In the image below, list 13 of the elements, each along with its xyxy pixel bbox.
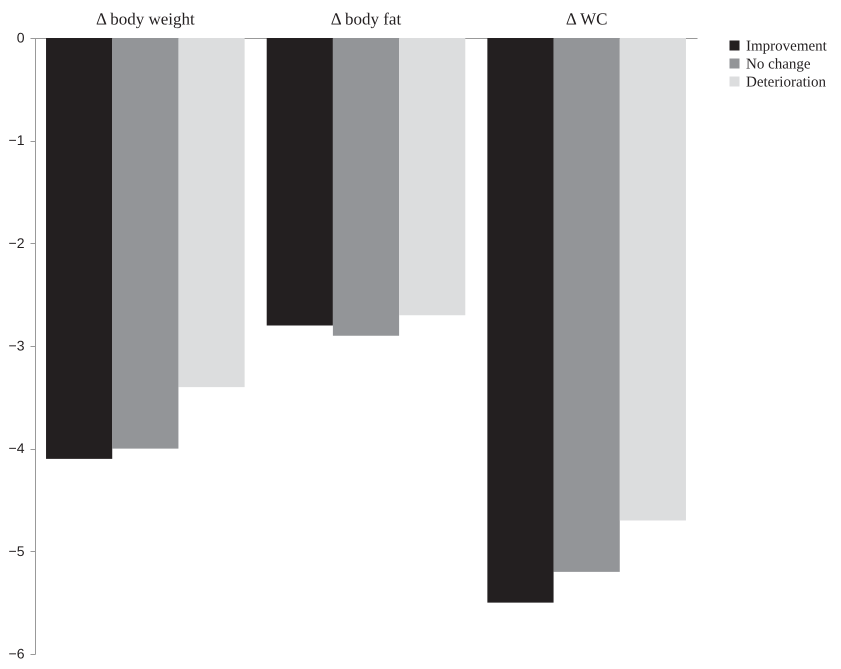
y-tick-label: −1 [8,132,25,148]
y-tick-label: 0 [16,30,25,46]
y-tick-label: −6 [8,646,25,662]
legend-label: No change [746,56,811,72]
legend-label: Deterioration [746,74,826,90]
x-tick-label: Δ body weight [96,10,195,28]
x-tick-label: Δ body fat [330,10,402,28]
legend-label: Improvement [746,38,828,54]
y-tick-label: −4 [8,440,25,456]
x-tick-label: Δ WC [566,10,608,28]
y-tick-label: −5 [8,542,25,559]
y-tick-label: −3 [8,338,25,354]
y-tick-label: −2 [8,234,25,251]
